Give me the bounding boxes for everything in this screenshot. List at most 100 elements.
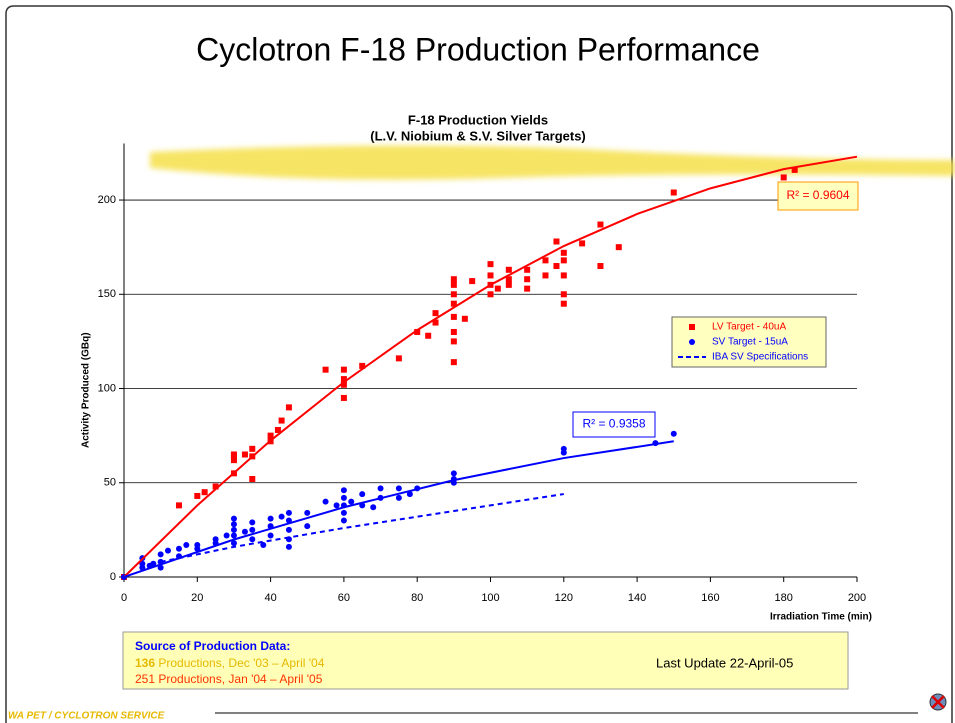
source-line: 251 Productions, Jan '04 – April '05 [135, 672, 323, 686]
point [560, 291, 567, 298]
point [285, 509, 292, 516]
y-tick-label: 150 [98, 288, 116, 300]
point [395, 355, 402, 362]
x-axis-label: Irradiation Time (min) [770, 612, 872, 623]
point [553, 263, 560, 270]
point [450, 281, 457, 288]
point [157, 551, 164, 558]
chart-subtitle: (L.V. Niobium & S.V. Silver Targets) [370, 128, 586, 143]
point [425, 332, 432, 339]
point [542, 272, 549, 279]
update-note: Last Update 22-April-05 [656, 655, 793, 670]
point [524, 285, 531, 292]
point [333, 502, 340, 509]
point [139, 560, 146, 567]
point [524, 266, 531, 273]
point [487, 261, 494, 268]
point [487, 272, 494, 279]
x-tick-label: 120 [555, 592, 573, 604]
highlight-stroke [150, 145, 955, 180]
source-heading: Source of Production Data: [135, 639, 290, 653]
x-tick-label: 0 [121, 592, 127, 604]
point [597, 221, 604, 228]
point [461, 315, 468, 322]
point [579, 240, 586, 247]
point [494, 285, 501, 292]
point [340, 487, 347, 494]
point [524, 276, 531, 283]
y-tick-label: 200 [98, 194, 116, 206]
point [432, 319, 439, 326]
point [223, 532, 230, 539]
source-box [122, 631, 849, 690]
point [322, 366, 329, 373]
point [553, 238, 560, 245]
point [267, 432, 274, 439]
point [194, 492, 201, 499]
point [670, 189, 677, 196]
point [304, 509, 311, 516]
point [230, 451, 237, 458]
point [340, 376, 347, 383]
point [230, 521, 237, 528]
point [194, 541, 201, 548]
r2-box [572, 411, 656, 438]
point [560, 445, 567, 452]
point [377, 485, 384, 492]
point [560, 300, 567, 307]
point [370, 504, 377, 511]
point [340, 494, 347, 501]
point [230, 540, 237, 547]
point [249, 519, 256, 526]
x-tick-label: 140 [628, 592, 646, 604]
point [201, 489, 208, 496]
r2-label: R² = 0.9358 [582, 417, 645, 431]
point [241, 528, 248, 535]
point [487, 291, 494, 298]
legend-label: SV Target - 15uA [712, 337, 788, 348]
point [560, 257, 567, 264]
point [348, 498, 355, 505]
point [274, 426, 281, 433]
point [230, 515, 237, 522]
point [505, 281, 512, 288]
point [183, 541, 190, 548]
chart-title: F-18 Production Yields [408, 112, 548, 127]
point [249, 445, 256, 452]
point [230, 526, 237, 533]
point [359, 362, 366, 369]
point [395, 485, 402, 492]
legend-marker [689, 339, 695, 345]
trend-line [123, 155, 858, 578]
y-axis-label: Activity Produced (GBq) [81, 332, 92, 448]
source-line: 136 Productions, Dec '03 – April '04 [135, 656, 325, 670]
y-tick-label: 100 [98, 382, 116, 394]
source-text: Productions, Dec '03 – April '04 [155, 656, 325, 670]
point [249, 536, 256, 543]
point [249, 475, 256, 482]
point [285, 526, 292, 533]
x-tick-label: 60 [338, 592, 350, 604]
point [285, 543, 292, 550]
y-tick-label: 50 [104, 477, 116, 489]
point [469, 278, 476, 285]
point [278, 417, 285, 424]
point [340, 366, 347, 373]
legend-marker [689, 324, 695, 330]
point [340, 381, 347, 388]
x-tick-label: 200 [848, 592, 866, 604]
x-tick-label: 100 [481, 592, 499, 604]
point [304, 523, 311, 530]
point [157, 564, 164, 571]
point [450, 338, 457, 345]
point [560, 249, 567, 256]
point [267, 515, 274, 522]
r2-label: R² = 0.9604 [786, 188, 849, 202]
x-tick-label: 40 [264, 592, 276, 604]
point [542, 257, 549, 264]
x-tick-label: 160 [701, 592, 719, 604]
x-tick-label: 180 [775, 592, 793, 604]
point [249, 526, 256, 533]
point [150, 560, 157, 567]
point [432, 310, 439, 317]
